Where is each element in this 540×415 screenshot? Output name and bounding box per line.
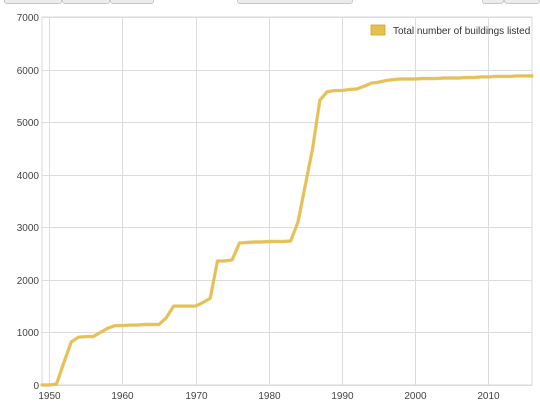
y-tick-label: 6000	[17, 66, 40, 77]
legend-swatch	[370, 24, 386, 36]
chart-legend[interactable]: Total number of buildings listed	[370, 24, 530, 37]
y-tick-label: 4000	[17, 171, 40, 182]
toolbar-button[interactable]	[482, 0, 504, 4]
y-tick-label: 3000	[17, 223, 40, 234]
y-tick-label: 0	[33, 381, 39, 392]
series-line	[40, 74, 534, 387]
x-tick-label: 1950	[38, 391, 61, 402]
toolbar-search-field[interactable]	[237, 0, 353, 4]
x-tick-label: 1970	[185, 391, 208, 402]
toolbar-strip	[0, 0, 540, 6]
chart-axes: 0 1000 2000 3000 4000 5000 6000 7000 1950 1960 197…	[17, 13, 500, 402]
y-tick-label: 2000	[17, 276, 40, 287]
y-tick-label: 1000	[17, 328, 40, 339]
toolbar-button[interactable]	[110, 0, 154, 4]
toolbar-button[interactable]	[62, 0, 110, 4]
legend-label-total-buildings: Total number of buildings listed	[393, 26, 530, 37]
y-tick-label: 7000	[17, 13, 40, 24]
x-tick-label: 1990	[331, 391, 354, 402]
toolbar-button[interactable]	[4, 0, 62, 4]
x-tick-label: 1960	[111, 391, 134, 402]
chart-series	[40, 74, 534, 387]
chart-grid	[41, 16, 533, 386]
plot-area	[41, 16, 533, 386]
x-tick-label: 2010	[477, 391, 500, 402]
x-tick-label: 2000	[404, 391, 427, 402]
y-tick-label: 5000	[17, 118, 40, 129]
x-tick-label: 1980	[258, 391, 281, 402]
